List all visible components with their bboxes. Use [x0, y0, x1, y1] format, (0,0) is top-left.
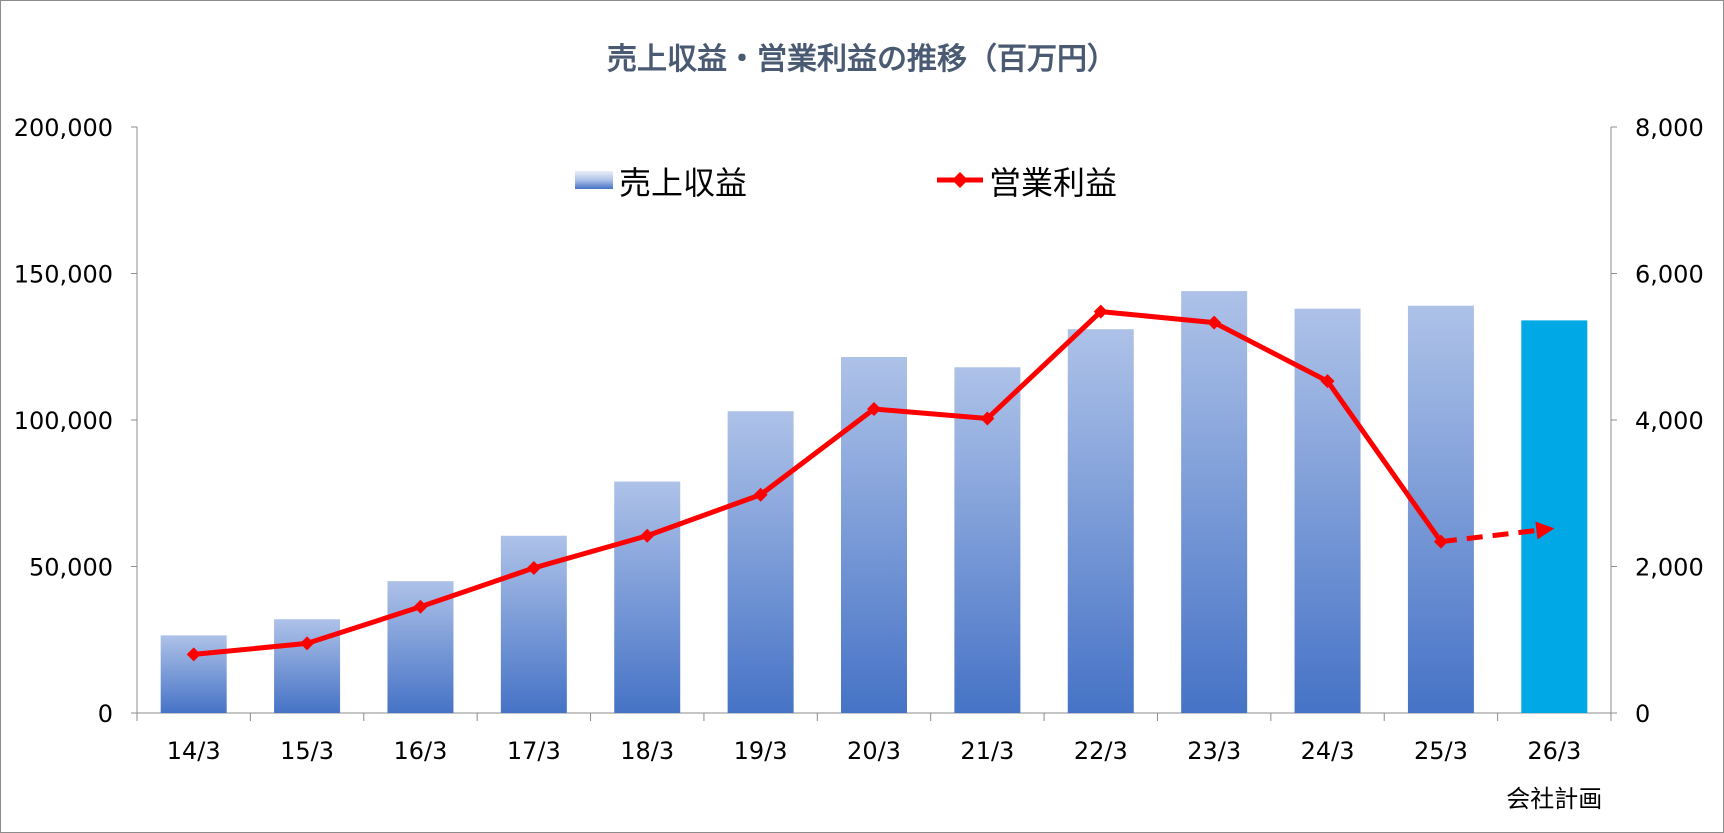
x-tick-label: 17/3	[507, 737, 561, 765]
y-left-tick-label: 100,000	[14, 407, 113, 435]
x-tick-label: 24/3	[1301, 737, 1355, 765]
point-marker	[753, 487, 768, 502]
point-marker	[526, 560, 541, 575]
point-marker	[186, 647, 201, 662]
point-marker	[867, 402, 881, 417]
x-tick-label: 15/3	[280, 737, 334, 765]
y-right-tick-label: 4,000	[1635, 407, 1704, 435]
x-tick-label: 23/3	[1187, 737, 1241, 765]
x-tick-label: 19/3	[734, 737, 788, 765]
operating-profit-line	[186, 304, 1555, 662]
bar	[1181, 291, 1248, 713]
axes: 0 0 50,000 2,000 100,000 4,000 150,000 6,000 200…	[14, 114, 1704, 728]
x-tick-label: 18/3	[620, 737, 674, 765]
y-left-tick-label: 150,000	[14, 261, 113, 289]
point-marker	[640, 528, 655, 543]
bar	[1067, 329, 1134, 713]
bars	[160, 291, 1588, 713]
bar	[160, 635, 227, 713]
x-tick-sublabel: 会社計画	[1506, 785, 1602, 813]
legend-label-revenue: 売上収益	[619, 164, 747, 202]
forecast-arrowhead	[1535, 521, 1555, 540]
point-marker	[300, 636, 315, 651]
point-marker	[1433, 534, 1448, 549]
x-tick-label: 26/3	[1527, 737, 1581, 765]
x-tick-label: 25/3	[1414, 737, 1468, 765]
legend: 売上収益 営業利益	[575, 164, 1117, 202]
x-tick-label: 20/3	[847, 737, 901, 765]
y-left-tick-label: 0	[98, 700, 113, 728]
point-marker	[413, 599, 428, 614]
point-marker	[1320, 374, 1335, 389]
x-tick-labels: 14/3 15/3 16/3 17/3 18/3 19/3 20/3 21/3 22/3 23/3…	[167, 737, 1603, 813]
x-tick-label: 16/3	[394, 737, 448, 765]
x-tick-label: 14/3	[167, 737, 221, 765]
bar	[614, 481, 681, 713]
point-marker	[1207, 315, 1222, 330]
bar	[841, 357, 907, 713]
bar-forecast	[1521, 320, 1588, 713]
y-left-tick-label: 50,000	[29, 554, 113, 582]
chart-title: 売上収益・営業利益の推移（百万円）	[607, 42, 1117, 77]
y-right-tick-label: 2,000	[1635, 554, 1704, 582]
y-right-tick-label: 0	[1635, 700, 1650, 728]
x-tick-label: 22/3	[1074, 737, 1128, 765]
y-right-tick-label: 8,000	[1635, 114, 1704, 142]
y-right-tick-label: 6,000	[1635, 261, 1704, 289]
legend-swatch-revenue	[575, 171, 613, 189]
bar	[727, 411, 794, 713]
x-tick-label: 21/3	[960, 737, 1014, 765]
point-marker	[1093, 304, 1108, 319]
bar	[274, 619, 341, 713]
legend-label-operating-profit: 営業利益	[989, 164, 1117, 202]
point-marker	[980, 411, 995, 426]
y-left-tick-label: 200,000	[14, 114, 113, 142]
legend-marker-operating-profit	[952, 172, 968, 188]
line-segment-forecast	[1440, 527, 1539, 545]
line-segment-actual	[193, 309, 1443, 657]
